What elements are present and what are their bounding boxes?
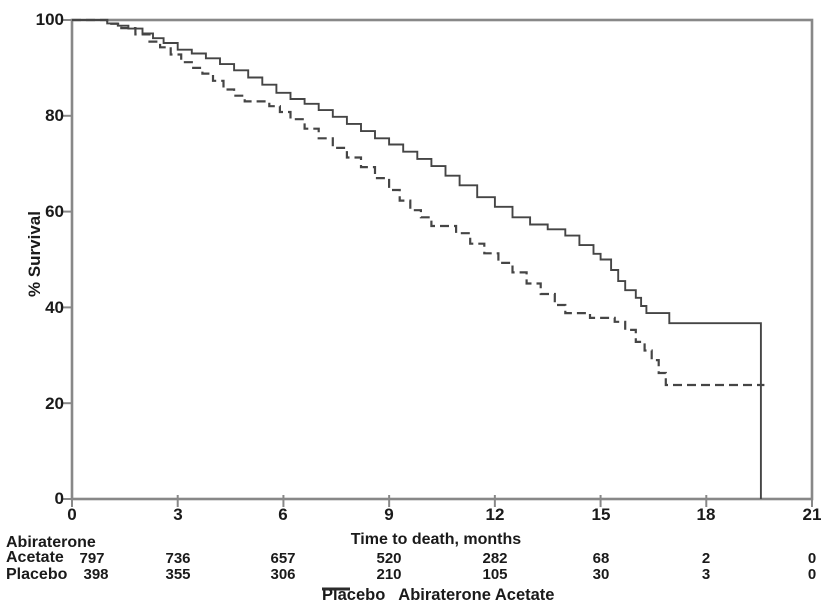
- risk-g1-m15: 68: [592, 550, 610, 567]
- curve-abiraterone-acetate: [72, 19, 762, 499]
- risk-g2-m12: 105: [482, 566, 508, 583]
- risk-g2-m15: 30: [592, 566, 610, 583]
- y-tick-label-0: 0: [54, 489, 64, 508]
- risk-g1-m0: 797: [79, 550, 105, 567]
- risk-g1-m9: 520: [376, 550, 402, 567]
- risk-g2-m3: 355: [165, 566, 191, 583]
- x-tick-label-6: 6: [278, 505, 288, 524]
- risk-g2-m6: 306: [270, 566, 296, 583]
- x-tick-label-12: 12: [485, 505, 505, 524]
- x-tick-label-21: 21: [802, 505, 822, 524]
- plot-border: [70, 18, 814, 501]
- y-tick-label-100: 100: [35, 10, 64, 29]
- risk-group2-label: Placebo: [6, 566, 68, 583]
- risk-g2-m9: 210: [376, 566, 402, 583]
- x-tick-label-0: 0: [67, 505, 77, 524]
- risk-g2-m0: 398: [83, 566, 109, 583]
- legend: Placebo Abiraterone Acetate: [322, 585, 554, 605]
- risk-g1-m6: 657: [270, 550, 296, 567]
- risk-g1-m18: 2: [701, 550, 711, 567]
- y-tick-label-20: 20: [45, 394, 64, 413]
- risk-g1-m12: 282: [482, 550, 508, 567]
- x-tick-label-15: 15: [591, 505, 611, 524]
- y-tick-label-60: 60: [45, 202, 64, 221]
- x-tick-label-18: 18: [696, 505, 716, 524]
- abiraterone-solid-line-icon: [322, 587, 349, 591]
- risk-g1-m3: 736: [165, 550, 191, 567]
- legend-label-abiraterone-acetate: Abiraterone Acetate: [398, 585, 555, 604]
- x-tick-label-3: 3: [173, 505, 183, 524]
- risk-g2-m18: 3: [701, 566, 711, 583]
- curve-placebo: [72, 18, 765, 387]
- risk-g1-m21: 0: [807, 550, 817, 567]
- x-axis-title: Time to death, months: [350, 531, 522, 548]
- risk-group1-label-line1: Abiraterone: [6, 534, 96, 551]
- x-tick-label-9: 9: [384, 505, 394, 524]
- risk-group1-label-line2: Acetate: [6, 549, 64, 566]
- y-tick-label-40: 40: [45, 298, 64, 317]
- risk-g2-m21: 0: [807, 566, 817, 583]
- y-tick-label-80: 80: [45, 106, 64, 125]
